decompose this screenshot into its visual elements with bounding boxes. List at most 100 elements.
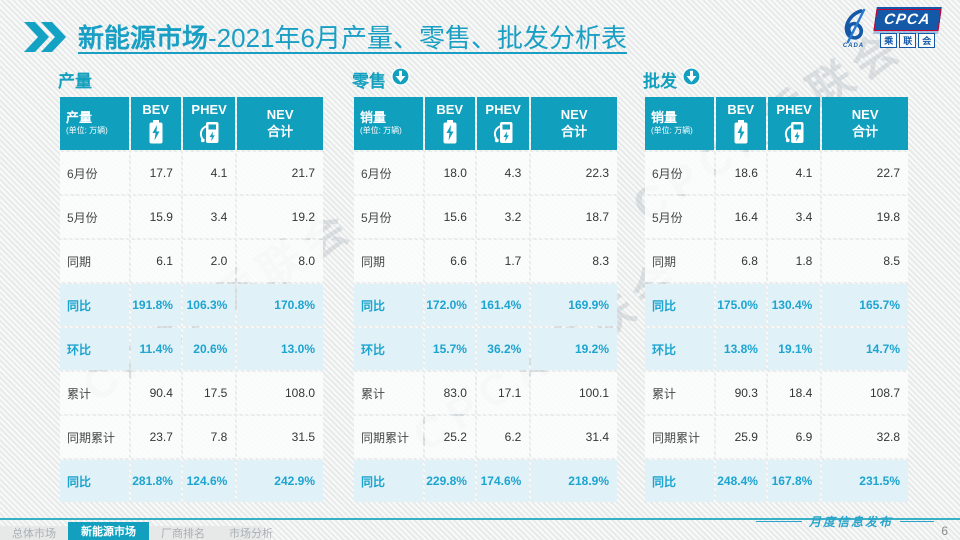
nev-value: 32.8 [822,416,908,458]
nev-value: 18.7 [531,196,617,238]
wholesale-header-nev: NEV 合计 [822,97,908,150]
retail-table-row: 同比 229.8% 174.6% 218.9% [354,460,617,502]
footer-nav: 总体市场 新能源市场 厂商排名 市场分析 [0,522,273,540]
nev-value: 22.3 [531,152,617,194]
circle-down-arrow-icon [391,67,410,86]
footer-tab-0[interactable]: 总体市场 [12,528,56,540]
nev-label: NEV [266,107,294,123]
phev-value: 4.1 [182,152,236,194]
row-label: 5月份 [354,196,423,238]
nev-value: 19.2 [237,196,323,238]
cpca-wordmark-group: CPCA 乘联会 [873,9,942,48]
retail-section: 零售 销量 (单位: 万辆) BEV PHEV NEV 合计 6月份 18.0 4.3 22.3 5月… [352,67,624,504]
wholesale-header-phev: PHEV [767,97,821,150]
phev-value: 17.1 [476,372,530,414]
phev-value: 106.3% [182,284,236,326]
row-label: 同比 [60,284,129,326]
footer-tab-1[interactable]: 新能源市场 [68,522,149,540]
phev-value: 4.3 [476,152,530,194]
retail-table-row: 累计 83.0 17.1 100.1 [354,372,617,414]
phev-value: 7.8 [182,416,236,458]
bev-value: 15.9 [130,196,181,238]
phev-value: 174.6% [476,460,530,502]
row-label: 环比 [60,328,129,370]
nev-value: 31.5 [237,416,323,458]
retail-table-row: 5月份 15.6 3.2 18.7 [354,196,617,238]
nev-value: 31.4 [531,416,617,458]
nev-value: 218.9% [531,460,617,502]
nev-value: 22.7 [822,152,908,194]
cpca-logo: CADA CPCA 乘联会 [834,8,942,49]
production-header-bev: BEV [130,97,181,150]
wholesale-header-bev: BEV [715,97,766,150]
nev-label: NEV [851,107,879,123]
retail-header-phev: PHEV [476,97,530,150]
measure-title: 产量 [66,109,93,125]
production-section-header: 产量 [58,68,330,91]
bev-value: 281.8% [130,460,181,502]
nev-value: 231.5% [822,460,908,502]
row-label: 同比 [645,284,714,326]
phev-value: 6.2 [476,416,530,458]
row-label: 环比 [645,328,714,370]
row-label: 累计 [354,372,423,414]
retail-table-row: 同比 172.0% 161.4% 169.9% [354,284,617,326]
phev-value: 124.6% [182,460,236,502]
retail-table-row: 环比 15.7% 36.2% 19.2% [354,328,617,370]
phev-value: 161.4% [476,284,530,326]
nev-value: 8.3 [531,240,617,282]
bev-value: 17.7 [130,152,181,194]
measure-unit: (单位: 万辆) [651,126,693,136]
nev-value: 14.7% [822,328,908,370]
bev-label: BEV [436,102,464,118]
phev-value: 17.5 [182,372,236,414]
row-label: 5月份 [60,196,129,238]
nev-value: 8.5 [822,240,908,282]
nev-value: 100.1 [531,372,617,414]
title-rest-part: -2021年6月产量、零售、批发分析表 [208,23,627,53]
row-label: 同比 [354,460,423,502]
bev-value: 229.8% [424,460,475,502]
wholesale-section: 批发 销量 (单位: 万辆) BEV PHEV NEV 合计 6月份 18.6 4.1 22.7 5月… [643,67,915,504]
phev-value: 36.2% [476,328,530,370]
bev-value: 11.4% [130,328,181,370]
bev-value: 15.7% [424,328,475,370]
phev-value: 19.1% [767,328,821,370]
bev-label: BEV [727,102,755,118]
bev-value: 16.4 [715,196,766,238]
wholesale-header-measure: 销量 (单位: 万辆) [645,97,714,150]
wholesale-table-row: 同期 6.8 1.8 8.5 [645,240,908,282]
production-table-row: 累计 90.4 17.5 108.0 [60,372,323,414]
measure-unit: (单位: 万辆) [360,126,402,136]
footer-divider [0,518,960,520]
phev-value: 1.7 [476,240,530,282]
bev-value: 15.6 [424,196,475,238]
bev-value: 6.8 [715,240,766,282]
production-header-nev: NEV 合计 [237,97,323,150]
measure-unit: (单位: 万辆) [66,126,108,136]
bev-value: 23.7 [130,416,181,458]
page-number: 6 [941,524,948,538]
phev-label: PHEV [191,102,227,118]
nev-sublabel: 合计 [267,123,294,139]
footer-publication: 月度信息发布 [755,513,934,530]
footer-tab-2[interactable]: 厂商排名 [161,528,205,540]
row-label: 同期 [354,240,423,282]
nev-value: 8.0 [237,240,323,282]
bev-value: 191.8% [130,284,181,326]
wholesale-header-row: 销量 (单位: 万辆) BEV PHEV NEV 合计 [645,97,908,150]
phev-value: 130.4% [767,284,821,326]
cpca-wordmark: CPCA [873,9,942,31]
production-table-row: 5月份 15.9 3.4 19.2 [60,196,323,238]
bev-value: 25.9 [715,416,766,458]
bev-label: BEV [142,102,170,118]
charger-icon [785,121,804,143]
production-header-row: 产量 (单位: 万辆) BEV PHEV NEV 合计 [60,97,323,150]
publication-label: 月度信息发布 [808,515,893,529]
slide-header: 新能源市场-2021年6月产量、零售、批发分析表 [24,18,627,55]
row-label: 同期 [645,240,714,282]
battery-icon [734,119,748,144]
logo-subtitle-char: 会 [918,33,936,48]
wholesale-section-header: 批发 [643,67,915,91]
footer-tab-3[interactable]: 市场分析 [229,528,273,540]
